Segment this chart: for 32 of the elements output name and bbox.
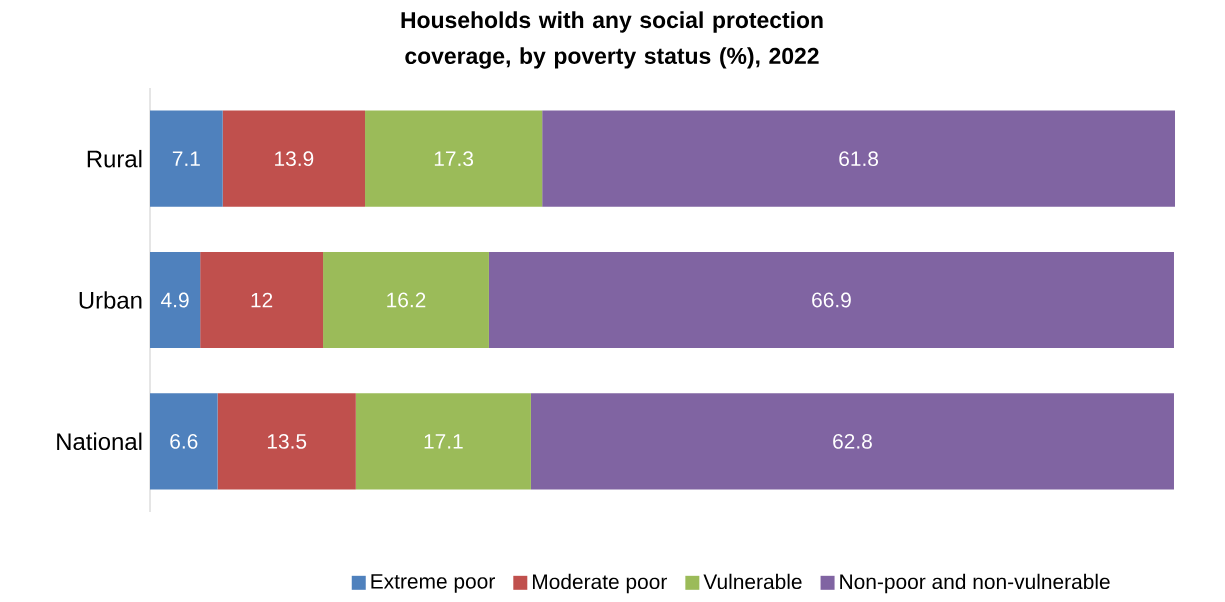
data-label: 61.8 <box>839 151 879 167</box>
data-label: 17.3 <box>434 151 474 167</box>
chart-title: Households with any social protection coverage, by poverty status (%), 2022 <box>401 11 823 69</box>
bar <box>355 393 531 490</box>
legend-label: Non-poor and non-vulnerable <box>840 573 1110 594</box>
bar <box>150 110 223 207</box>
data-label: 4.9 <box>161 292 189 308</box>
legend-label: Extreme poor <box>371 574 495 593</box>
bar <box>542 110 1176 207</box>
data-label: 6.6 <box>170 433 198 449</box>
bar <box>530 393 1174 490</box>
data-label: 17.1 <box>424 434 463 449</box>
bar <box>150 251 201 349</box>
data-label: 7.1 <box>172 151 200 166</box>
bar <box>222 110 366 207</box>
legend-label: Vulnerable <box>703 573 802 590</box>
y-tick-label: Urban <box>79 291 142 309</box>
bar <box>217 393 356 490</box>
data-label: 13.9 <box>275 151 314 167</box>
y-tick-label: Rural <box>87 149 142 168</box>
data-label: 62.8 <box>833 433 872 449</box>
legend-label: Moderate poor <box>533 573 667 594</box>
data-label: 16.2 <box>387 292 426 308</box>
bar <box>365 110 543 207</box>
y-tick-label: National <box>57 432 142 451</box>
data-label: 13.5 <box>267 433 307 449</box>
bar <box>323 251 489 349</box>
bar <box>488 251 1174 349</box>
bar <box>150 393 218 490</box>
bar <box>200 251 324 349</box>
data-label: 66.9 <box>812 292 851 308</box>
data-label: 12 <box>251 292 273 308</box>
